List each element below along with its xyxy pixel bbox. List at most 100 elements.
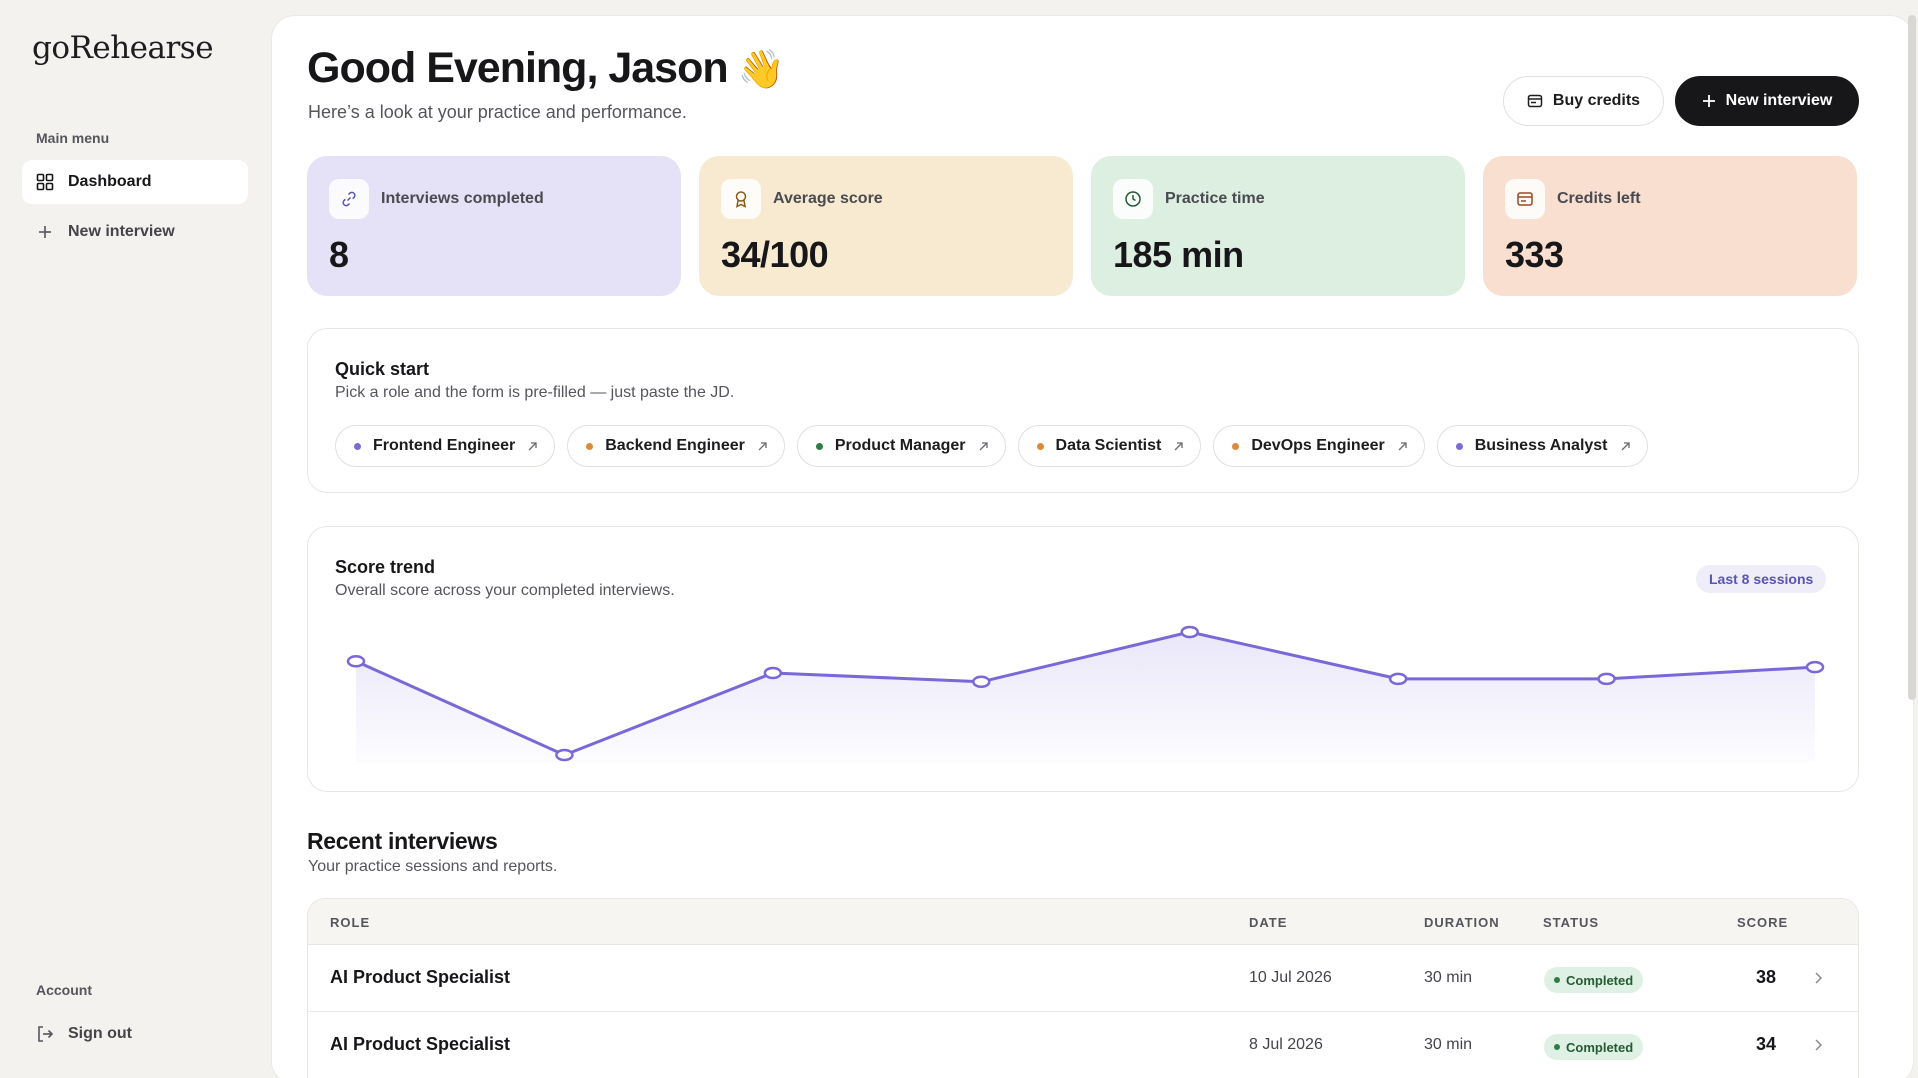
quick-start-title: Quick start [335,359,430,379]
grid-icon [36,173,54,191]
stat-value: 34/100 [721,234,829,275]
logo-text: goRehearse [32,30,214,66]
wallet-icon [1527,93,1543,109]
sidebar-item-dashboard[interactable]: Dashboard [22,160,248,204]
sidebar-item-label: New interview [68,223,175,240]
trend-point-1[interactable] [346,655,366,668]
greeting-text: Good Evening, Jason [307,44,729,92]
trend-point-2[interactable] [555,748,574,762]
page-subtitle: Here’s a look at your practice and perfo… [308,102,687,122]
role-chip-business-analyst[interactable]: Business Analyst [1436,425,1648,467]
trend-point-5[interactable] [1180,625,1199,639]
row-role: AI Product Specialist [330,967,511,987]
recent-interviews-table: ROLE DATE DURATION STATUS SCORE AI Produ… [307,898,1859,1078]
role-chip-product-manager[interactable]: Product Manager [796,425,1006,467]
account-label: Account [36,982,92,998]
plus-icon [1702,94,1716,108]
column-header-status[interactable]: STATUS [1543,915,1600,930]
stat-label: Credits left [1557,190,1641,207]
wave-icon: 👋 [737,49,785,91]
arrow-up-right-icon [978,441,989,452]
sidebar-item-new-interview[interactable]: New interview [22,210,248,254]
score-trend-chart [346,625,1825,762]
table-row[interactable]: AI Product Specialist 10 Jul 2026 30 min… [308,945,1858,1012]
row-duration: 30 min [1424,1036,1473,1053]
sidebar: goRehearse Main menu Dashboard New inter… [0,0,270,1078]
role-chip-devops-engineer[interactable]: DevOps Engineer [1213,425,1425,467]
clock-icon [1113,179,1153,219]
page-title: Good Evening, Jason 👋 [307,44,785,93]
arrow-up-right-icon [1173,441,1184,452]
row-date: 8 Jul 2026 [1249,1036,1323,1053]
sign-out-icon [36,1025,54,1043]
status-badge: Completed [1544,1034,1644,1060]
status-dot [1554,977,1560,983]
role-chip-label: Frontend Engineer [373,437,516,454]
scrollbar[interactable] [1908,15,1916,700]
trend-point-3[interactable] [763,666,783,680]
sidebar-item-label: Dashboard [68,173,152,190]
role-chip-label: Product Manager [834,437,966,454]
role-chip-label: Business Analyst [1474,437,1608,454]
role-dot [1455,442,1463,450]
row-score: 38 [1756,967,1777,987]
row-role: AI Product Specialist [330,1034,511,1054]
table-header: ROLE DATE DURATION STATUS SCORE [308,899,1858,945]
role-chip-frontend-engineer[interactable]: Frontend Engineer [335,425,556,467]
role-chip-label: Backend Engineer [605,437,745,454]
role-dot [586,442,594,450]
role-chip-backend-engineer[interactable]: Backend Engineer [567,425,785,467]
main-menu-label: Main menu [36,130,110,146]
trend-point-7[interactable] [1597,672,1616,686]
recent-interviews-title: Recent interviews [307,828,498,854]
sign-out-button[interactable]: Sign out [22,1012,248,1056]
chevron-right-icon[interactable] [1813,971,1823,985]
sessions-range-badge: Last 8 sessions [1696,565,1827,593]
stat-value: 185 min [1113,234,1244,275]
stat-card-credits-left: Credits left 333 [1483,156,1857,296]
role-dot [1232,442,1240,450]
role-chip-data-scientist[interactable]: Data Scientist [1017,425,1202,467]
trend-point-6[interactable] [1388,672,1408,686]
role-chips: Frontend Engineer Backend Engineer Produ… [335,425,1648,467]
main-panel: Good Evening, Jason 👋 Here’s a look at yo… [271,15,1914,1078]
award-icon [721,179,761,219]
wallet-icon [1505,179,1545,219]
arrow-up-right-icon [527,441,538,452]
trend-area [356,632,1815,762]
column-header-duration[interactable]: DURATION [1424,915,1500,930]
arrow-up-right-icon [757,441,768,452]
sign-out-label: Sign out [68,1025,132,1042]
buy-credits-button[interactable]: Buy credits [1503,76,1664,126]
table-row[interactable]: AI Product Specialist 8 Jul 2026 30 min … [308,1012,1858,1078]
column-header-role[interactable]: ROLE [330,915,371,930]
role-dot [815,442,823,450]
chevron-right-icon[interactable] [1813,1038,1823,1052]
row-duration: 30 min [1424,969,1473,986]
role-chip-label: DevOps Engineer [1251,437,1385,454]
column-header-score[interactable]: SCORE [1737,915,1789,930]
app-logo[interactable]: goRehearse [32,30,214,66]
stat-card-interviews-completed: Interviews completed 8 [307,156,681,296]
new-interview-button[interactable]: New interview [1675,76,1859,126]
arrow-up-right-icon [1397,441,1408,452]
role-dot [354,442,361,450]
trend-line [355,630,1816,757]
stat-card-average-score: Average score 34/100 [699,156,1073,296]
row-score: 34 [1756,1034,1777,1054]
plus-icon [36,223,54,241]
trend-point-4[interactable] [972,675,991,689]
status-dot [1554,1044,1560,1050]
trend-point-8[interactable] [1805,660,1825,674]
buy-credits-label: Buy credits [1552,92,1641,109]
quick-start-card: Quick start Pick a role and the form is … [307,328,1859,493]
role-chip-label: Data Scientist [1055,437,1162,454]
recent-interviews-subtitle: Your practice sessions and reports. [308,858,558,875]
row-date: 10 Jul 2026 [1249,969,1332,986]
role-dot [1036,442,1044,450]
score-trend-card: Score trend Overall score across your co… [307,526,1859,792]
stat-label: Average score [773,190,883,207]
stat-label: Practice time [1165,190,1265,207]
column-header-date[interactable]: DATE [1249,915,1288,930]
link-icon [329,179,369,219]
